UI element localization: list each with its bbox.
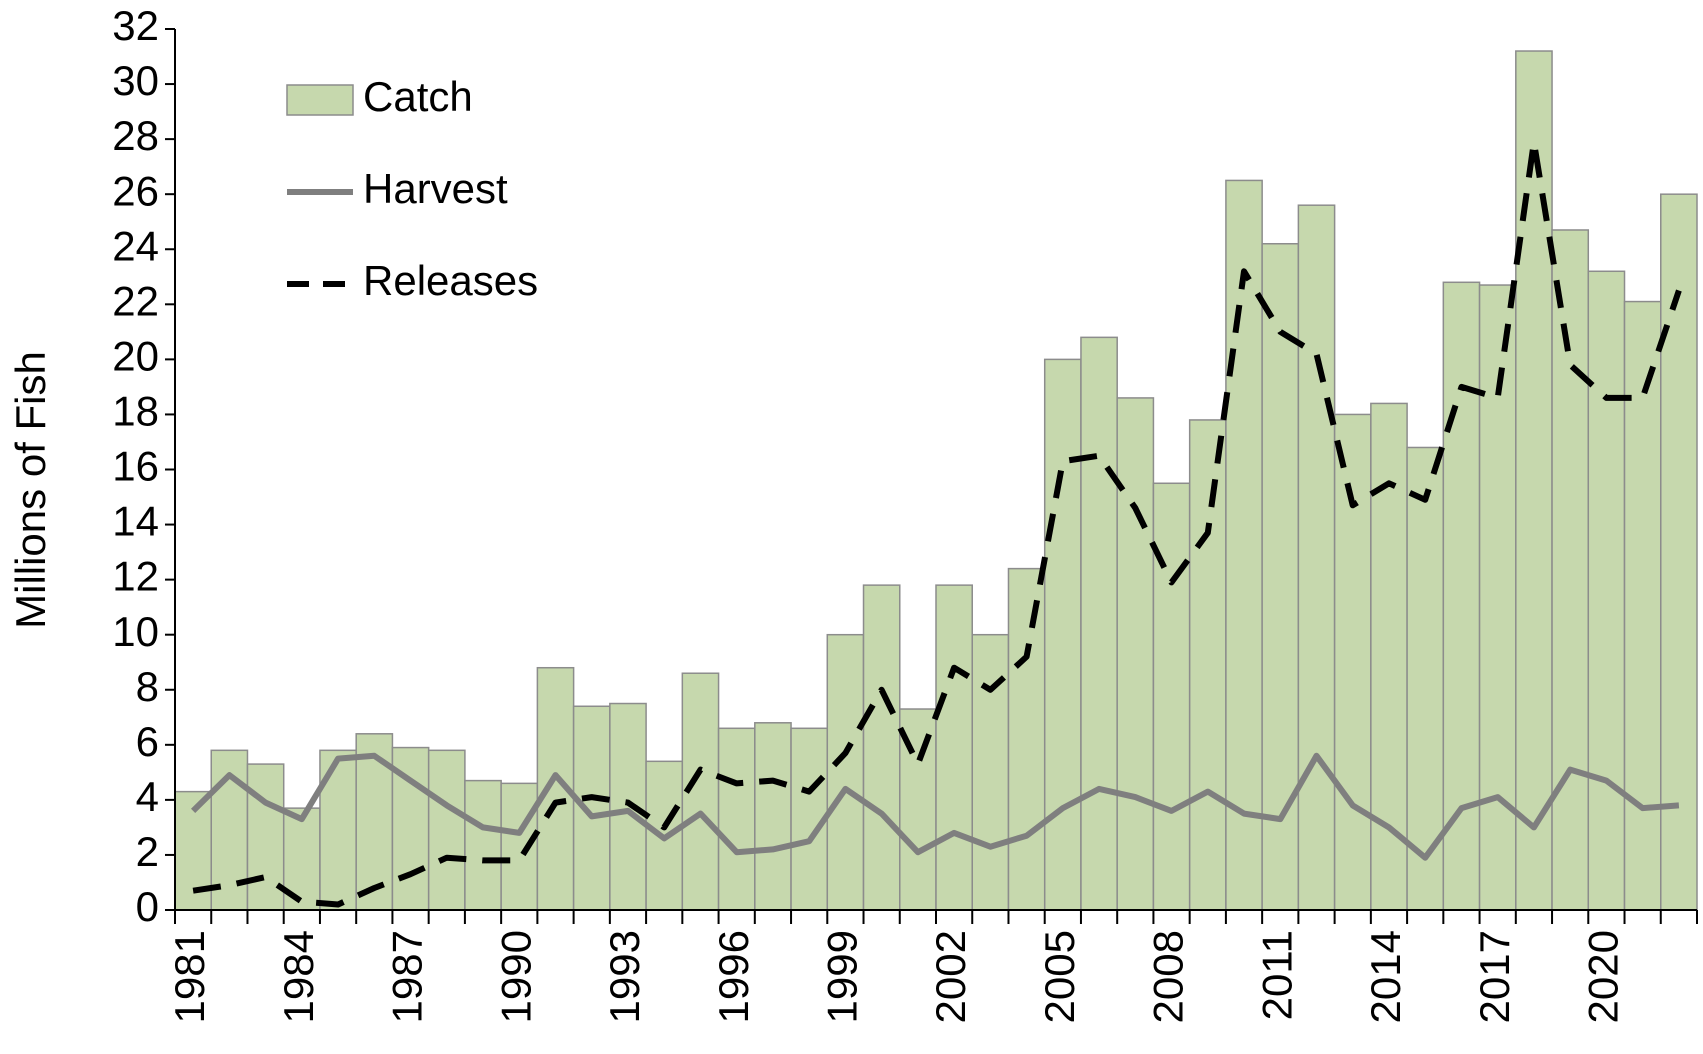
x-tick-label: 2020: [1579, 930, 1626, 1023]
y-tick-label: 8: [136, 663, 159, 710]
y-tick-label: 20: [112, 332, 159, 379]
y-tick-label: 0: [136, 883, 159, 930]
bar: [971, 633, 1010, 911]
bar: [935, 584, 973, 911]
bar: [862, 584, 901, 911]
y-tick-label: 26: [112, 167, 159, 214]
bar: [1587, 270, 1626, 911]
y-tick-label: 6: [136, 718, 159, 765]
y-tick-label: 14: [112, 498, 159, 545]
y-tick-label: 16: [112, 443, 159, 490]
line-series: [192, 138, 1682, 908]
bar: [1660, 193, 1698, 911]
legend-label: Catch: [363, 73, 473, 120]
bar: [1551, 229, 1590, 911]
bar: [1623, 300, 1662, 911]
bar: [826, 633, 865, 911]
y-tick-label: 4: [136, 773, 159, 820]
y-tick-label: 10: [112, 608, 159, 655]
bar: [645, 760, 684, 911]
x-tick-label: 1999: [818, 930, 865, 1023]
x-tick-label: 2011: [1253, 930, 1300, 1020]
bar: [1333, 413, 1372, 911]
y-tick-label: 18: [112, 388, 159, 435]
legend-swatch: [286, 84, 354, 116]
y-tick-label: 32: [112, 2, 159, 49]
bar: [1297, 204, 1336, 911]
bar: [1080, 336, 1118, 911]
y-axis-label: Millions of Fish: [7, 351, 54, 629]
bar: [1442, 281, 1481, 911]
line-series: [190, 752, 1680, 861]
y-tick-label: 12: [112, 553, 159, 600]
bar: [1261, 242, 1300, 911]
bar: [717, 727, 756, 911]
bar: [1370, 402, 1408, 911]
legend-label: Releases: [363, 257, 538, 304]
x-tick-label: 1990: [492, 930, 539, 1023]
bar: [1116, 397, 1155, 911]
bar: [1188, 419, 1227, 911]
y-tick-label: 28: [112, 112, 159, 159]
x-tick-label: 2005: [1036, 930, 1083, 1023]
x-tick-label: 2014: [1362, 930, 1409, 1023]
x-tick-label: 1984: [275, 930, 322, 1023]
bar: [1152, 482, 1191, 911]
bar: [427, 749, 466, 911]
y-tick-label: 2: [136, 828, 159, 875]
y-tick-label: 22: [112, 277, 159, 324]
y-tick-label: 30: [112, 57, 159, 104]
bar: [609, 702, 647, 911]
bar: [1225, 179, 1263, 911]
x-tick-label: 1996: [710, 930, 757, 1023]
x-tick-label: 2017: [1471, 930, 1518, 1023]
bar: [1007, 567, 1046, 911]
bar: [572, 705, 611, 911]
bar: [500, 782, 539, 911]
x-tick-label: 1993: [601, 930, 648, 1023]
bar: [1043, 358, 1082, 911]
legend-label: Harvest: [363, 165, 508, 212]
x-tick-label: 2002: [927, 930, 974, 1023]
bar: [754, 722, 792, 911]
x-tick-label: 2008: [1145, 930, 1192, 1023]
y-tick-label: 24: [112, 222, 159, 269]
x-tick-label: 1987: [384, 930, 431, 1023]
bar: [1515, 50, 1553, 911]
bar: [355, 733, 394, 911]
bar: [1406, 446, 1445, 911]
x-tick-label: 1981: [166, 930, 213, 1023]
bar: [464, 779, 502, 911]
